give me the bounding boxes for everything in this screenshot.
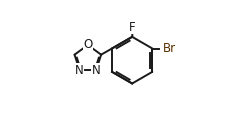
Text: Br: Br: [163, 42, 176, 55]
Text: O: O: [83, 38, 93, 51]
Text: N: N: [92, 64, 101, 77]
Text: F: F: [129, 21, 136, 34]
Text: N: N: [75, 64, 84, 77]
